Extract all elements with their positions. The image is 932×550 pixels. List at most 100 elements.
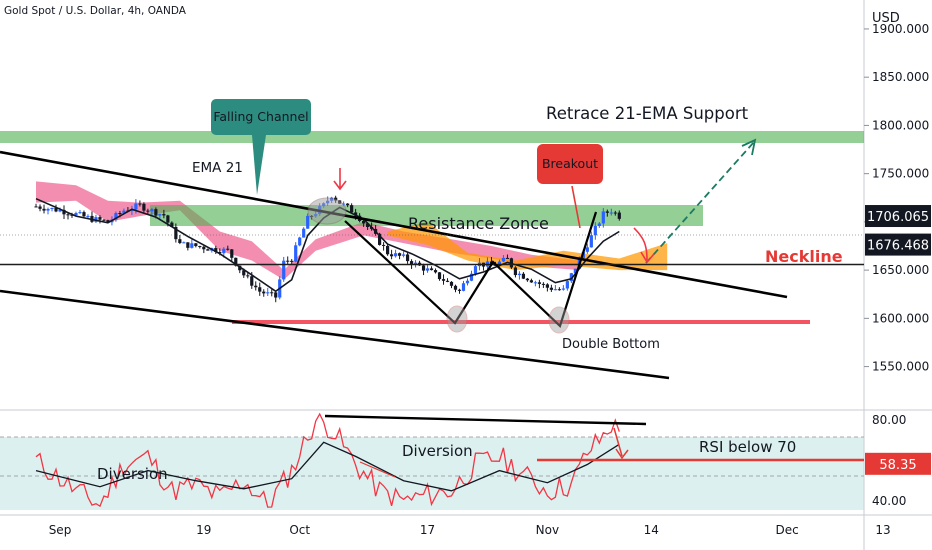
retrace-label: Retrace 21-EMA Support (546, 104, 749, 123)
time-tick-label: 13 (875, 523, 890, 537)
candle (86, 214, 90, 218)
candle (389, 249, 394, 260)
candle (545, 283, 549, 292)
candle (290, 259, 294, 264)
resistance-zone-rect (150, 205, 703, 226)
candle (274, 292, 278, 303)
falling-channel-label: Falling Channel (213, 109, 308, 124)
rsi-divergence-line (324, 414, 647, 426)
candle (146, 208, 150, 215)
candle (42, 204, 46, 214)
resistance-zone-label: Resistance Zonce (408, 214, 549, 233)
support-line-bar (232, 320, 810, 324)
candle (421, 263, 426, 276)
resistance-zone-layer (0, 131, 864, 324)
candle (266, 287, 270, 296)
candle (557, 287, 561, 291)
falling-channel-lines (0, 138, 864, 380)
candle (445, 278, 450, 283)
price-tick-label: 1750.000 (872, 167, 929, 181)
candle (597, 222, 601, 228)
time-tick-label: 17 (420, 523, 435, 537)
rsi-annotations-lines (324, 414, 864, 478)
candle (529, 278, 534, 283)
candle (346, 203, 350, 208)
rsi-tick-label: 40.00 (872, 494, 906, 508)
candle (82, 210, 86, 217)
candle (525, 277, 530, 282)
candle (102, 219, 106, 222)
candle (561, 285, 565, 291)
candle (453, 284, 458, 293)
candle (214, 245, 218, 255)
breakout-label: Breakout (542, 156, 598, 171)
candle (206, 248, 210, 251)
channel-lower-line (0, 289, 670, 380)
candle (182, 241, 186, 244)
candle (298, 236, 302, 247)
candle (385, 244, 390, 256)
candle (517, 271, 522, 280)
candle (537, 279, 541, 289)
chart-title: Gold Spot / U.S. Dollar, 4h, OANDA (4, 5, 187, 17)
candle (98, 215, 102, 224)
rsi-below-70-label: RSI below 70 (699, 438, 796, 456)
candle (174, 223, 178, 243)
candle (393, 249, 398, 258)
time-tick-label: 19 (196, 523, 211, 537)
candle (449, 281, 454, 289)
candle (429, 266, 434, 271)
ema-21-line (35, 197, 620, 293)
falling-channel-callout: Falling Channel (211, 99, 311, 195)
candle (258, 282, 262, 296)
channel-upper-line (0, 150, 788, 299)
time-tick-label: Oct (289, 523, 310, 537)
breakout-pointer (571, 185, 581, 229)
pullback-arrow (633, 227, 655, 264)
rsi-line (35, 412, 620, 508)
candle (46, 207, 50, 215)
time-tick-label: Dec (775, 523, 798, 537)
rsi-mid-arrow (359, 461, 396, 478)
candle (513, 266, 518, 278)
time-axis: Sep 19 Oct 17 Nov 14 Dec 13 (49, 523, 891, 537)
time-tick-label: 14 (644, 523, 659, 537)
rsi-down-arrow (613, 427, 629, 460)
candle (553, 285, 557, 291)
candle (226, 245, 230, 251)
top-marker-ellipse (307, 197, 347, 225)
rsi-tick-label: 80.00 (872, 413, 906, 427)
candle (461, 280, 466, 292)
candle (178, 234, 182, 245)
candle (501, 255, 506, 263)
candle (294, 242, 298, 263)
projection-arrowhead (741, 138, 757, 156)
price-axis: 1900.0001850.0001800.0001750.0001700.000… (864, 22, 929, 374)
candle (190, 239, 194, 249)
candle (457, 288, 462, 294)
price-labels: 1706.065 1676.468 58.35 (865, 205, 931, 475)
candle (350, 203, 354, 213)
price-tick-label: 1850.000 (872, 70, 929, 84)
candle (505, 254, 510, 259)
price-tick-label: 1800.000 (872, 118, 929, 132)
bottom-marker-ellipse-1 (446, 305, 468, 333)
breakout-callout: Breakout (537, 144, 603, 184)
candle (609, 208, 613, 216)
price-badge: 1676.468 (865, 233, 931, 256)
candle (270, 289, 274, 297)
candle (433, 268, 438, 274)
rsi-band (0, 437, 864, 510)
candle (62, 205, 66, 219)
candle (589, 231, 593, 248)
candle (246, 272, 250, 279)
candle (533, 280, 538, 287)
candle (94, 214, 98, 223)
candle (54, 204, 58, 213)
axis-unit-usd: USD (872, 11, 900, 26)
svg-text:1676.468: 1676.468 (867, 239, 929, 254)
candle (605, 209, 609, 217)
price-tick-label: 1550.000 (872, 360, 929, 374)
candle (230, 248, 234, 263)
